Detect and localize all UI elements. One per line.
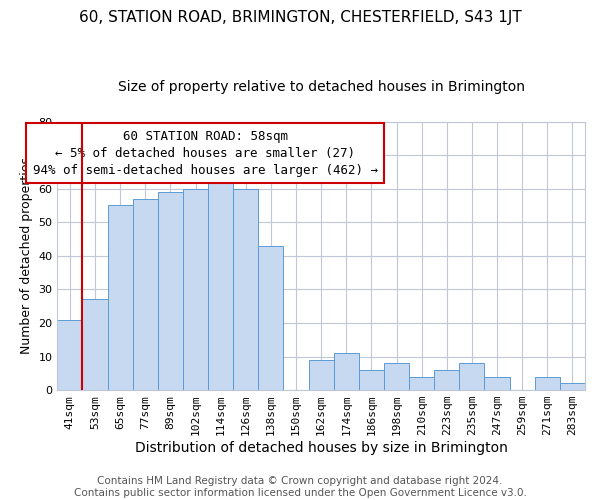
Bar (434, 370, 460, 390)
Bar (484, 376, 509, 390)
Bar (208, 172, 233, 390)
X-axis label: Distribution of detached houses by size in Brimington: Distribution of detached houses by size … (135, 441, 508, 455)
Bar (535, 376, 560, 390)
Bar (133, 199, 158, 390)
Bar (82, 300, 107, 390)
Bar (158, 192, 183, 390)
Bar (308, 360, 334, 390)
Bar (460, 363, 484, 390)
Text: 60 STATION ROAD: 58sqm
← 5% of detached houses are smaller (27)
94% of semi-deta: 60 STATION ROAD: 58sqm ← 5% of detached … (32, 130, 377, 176)
Bar (57, 320, 82, 390)
Bar (107, 206, 133, 390)
Text: Contains HM Land Registry data © Crown copyright and database right 2024.
Contai: Contains HM Land Registry data © Crown c… (74, 476, 526, 498)
Bar (409, 376, 434, 390)
Title: Size of property relative to detached houses in Brimington: Size of property relative to detached ho… (118, 80, 524, 94)
Bar (384, 363, 409, 390)
Bar (560, 384, 585, 390)
Bar (334, 353, 359, 390)
Y-axis label: Number of detached properties: Number of detached properties (20, 158, 33, 354)
Bar (359, 370, 384, 390)
Bar (183, 188, 208, 390)
Bar (259, 246, 283, 390)
Bar (233, 188, 259, 390)
Text: 60, STATION ROAD, BRIMINGTON, CHESTERFIELD, S43 1JT: 60, STATION ROAD, BRIMINGTON, CHESTERFIE… (79, 10, 521, 25)
